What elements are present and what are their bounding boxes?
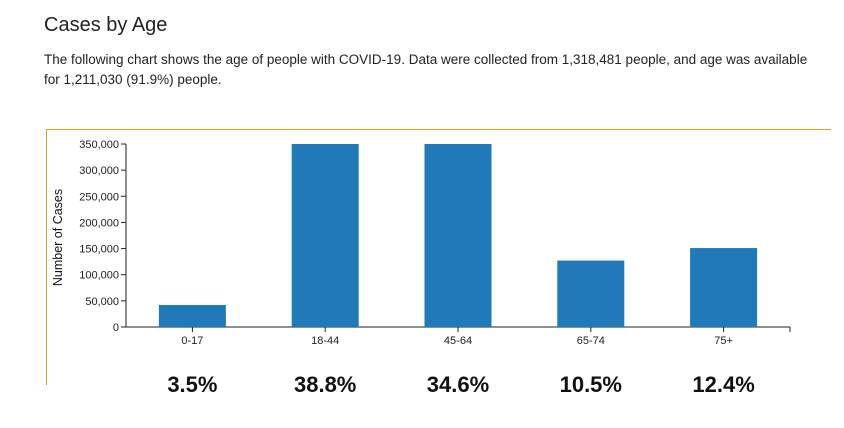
x-tick-label: 45-64	[444, 335, 472, 347]
bar-75+	[690, 248, 758, 327]
y-tick-label: 50,000	[85, 296, 119, 308]
percent-label-65-74: 10.5%	[559, 372, 622, 397]
bar-45-64	[424, 144, 492, 327]
chart-title: Cases by Age	[44, 14, 168, 36]
y-tick-label: 300,000	[79, 165, 119, 177]
bar-0-17	[158, 305, 226, 327]
x-tick-label: 75+	[714, 335, 733, 347]
y-tick-label: 350,000	[79, 139, 119, 151]
percent-label-75+: 12.4%	[692, 372, 755, 397]
chart-description: The following chart shows the age of peo…	[44, 52, 808, 87]
x-tick-label: 18-44	[311, 335, 339, 347]
percent-label-45-64: 34.6%	[426, 372, 490, 397]
y-tick-label: 150,000	[79, 244, 119, 256]
y-tick-label: 0	[113, 322, 119, 334]
y-tick-label: 100,000	[79, 270, 119, 282]
percent-label-18-44: 38.8%	[293, 372, 357, 397]
y-axis-label: Number of Cases	[51, 189, 65, 286]
y-tick-label: 200,000	[79, 217, 119, 229]
chart-frame-top-border	[46, 129, 831, 130]
bar-65-74	[557, 260, 625, 327]
x-tick-label: 0-17	[181, 335, 203, 347]
x-tick-label: 65-74	[577, 335, 605, 347]
chart-frame-left-border	[46, 129, 47, 385]
y-tick-label: 250,000	[79, 191, 119, 203]
bar-18-44	[291, 144, 359, 327]
percent-label-0-17: 3.5%	[167, 372, 218, 397]
